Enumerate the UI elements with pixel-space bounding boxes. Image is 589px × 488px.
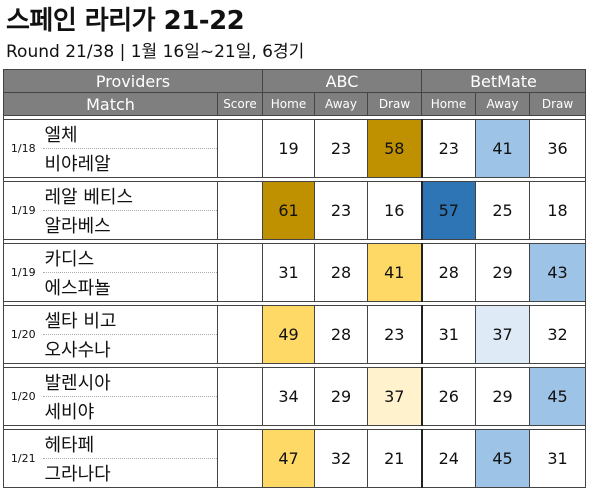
match-row: 1/20 발렌시아 34 29 37 26 29 45 — [3, 367, 586, 426]
away-team: 비야레알 — [42, 148, 218, 178]
abc-home-pct: 47 — [262, 429, 315, 488]
away-team: 그라나다 — [42, 458, 218, 488]
betmate-away-pct: 45 — [475, 429, 530, 488]
match-header: Match — [3, 92, 218, 116]
odds-table: Providers ABC BetMate Match Score Home A… — [3, 69, 586, 488]
page-title: 스페인 라리가 21-22 — [6, 6, 245, 36]
away-team: 오사수나 — [42, 334, 218, 364]
betmate-draw-pct: 36 — [529, 119, 586, 178]
abc-away-pct: 23 — [314, 181, 368, 240]
abc-away-pct: 23 — [314, 119, 368, 178]
match-date: 1/21 — [3, 429, 43, 488]
match-row-away: 오사수나 — [4, 334, 586, 364]
betmate-away-pct: 41 — [475, 119, 530, 178]
abc-home-pct: 61 — [262, 181, 315, 240]
abc-draw-pct: 23 — [367, 305, 422, 364]
abc-draw-pct: 37 — [367, 367, 422, 426]
abc-home-pct: 34 — [262, 367, 315, 426]
home-team: 카디스 — [42, 243, 218, 273]
match-row: 1/19 레알 베티스 61 23 16 57 25 18 — [3, 181, 586, 240]
abc-away-pct: 28 — [314, 305, 368, 364]
abc-draw-header: Draw — [367, 92, 422, 116]
betmate-home-pct: 24 — [420, 429, 476, 488]
score-header: Score — [217, 92, 263, 116]
match-date: 1/19 — [3, 181, 43, 240]
betmate-home-header: Home — [421, 92, 476, 116]
abc-away-pct: 29 — [314, 367, 368, 426]
abc-home-pct: 31 — [262, 243, 315, 302]
betmate-home-pct: 57 — [420, 181, 476, 240]
betmate-draw-header: Draw — [529, 92, 586, 116]
abc-draw-pct: 16 — [367, 181, 422, 240]
abc-draw-pct: 41 — [367, 243, 422, 302]
away-team: 에스파뇰 — [42, 272, 218, 302]
betmate-home-pct: 31 — [420, 305, 476, 364]
match-row: 1/20 셀타 비고 49 28 23 31 37 32 — [3, 305, 586, 364]
betmate-draw-pct: 43 — [529, 243, 586, 302]
header-row-columns: Match Score Home Away Draw Home Away Dra… — [3, 92, 586, 116]
betmate-home-pct: 23 — [420, 119, 476, 178]
betmate-draw-pct: 18 — [529, 181, 586, 240]
home-team: 엘체 — [42, 119, 218, 149]
match-row-away: 비야레알 — [4, 148, 586, 178]
betmate-away-pct: 29 — [475, 243, 530, 302]
match-score — [217, 243, 263, 302]
away-team: 세비야 — [42, 396, 218, 426]
home-team: 셀타 비고 — [42, 305, 218, 335]
betmate-away-pct: 29 — [475, 367, 530, 426]
betmate-away-header: Away — [475, 92, 530, 116]
abc-home-pct: 49 — [262, 305, 315, 364]
match-score — [217, 181, 263, 240]
home-team: 레알 베티스 — [42, 181, 218, 211]
providers-header: Providers — [3, 69, 263, 93]
match-row: 1/21 헤타페 47 32 21 24 45 31 — [3, 429, 586, 488]
abc-draw-pct: 58 — [367, 119, 422, 178]
abc-header: ABC — [262, 69, 422, 93]
betmate-draw-pct: 32 — [529, 305, 586, 364]
abc-home-header: Home — [262, 92, 315, 116]
abc-away-header: Away — [314, 92, 368, 116]
match-score — [217, 367, 263, 426]
betmate-home-pct: 26 — [420, 367, 476, 426]
match-date: 1/20 — [3, 305, 43, 364]
abc-away-pct: 28 — [314, 243, 368, 302]
home-team: 헤타페 — [42, 429, 218, 459]
abc-away-pct: 32 — [314, 429, 368, 488]
match-row-away: 알라베스 — [4, 210, 586, 240]
match-score — [217, 119, 263, 178]
match-score — [217, 429, 263, 488]
match-date: 1/19 — [3, 243, 43, 302]
abc-draw-pct: 21 — [367, 429, 422, 488]
page-subtitle: Round 21/38 | 1월 16일~21일, 6경기 — [6, 42, 305, 62]
betmate-header: BetMate — [421, 69, 586, 93]
betmate-draw-pct: 31 — [529, 429, 586, 488]
betmate-draw-pct: 45 — [529, 367, 586, 426]
match-row: 1/18 엘체 19 23 58 23 41 36 — [3, 119, 586, 178]
betmate-away-pct: 37 — [475, 305, 530, 364]
away-team: 알라베스 — [42, 210, 218, 240]
abc-home-pct: 19 — [262, 119, 315, 178]
betmate-away-pct: 25 — [475, 181, 530, 240]
match-score — [217, 305, 263, 364]
home-team: 발렌시아 — [42, 367, 218, 397]
match-date: 1/20 — [3, 367, 43, 426]
betmate-home-pct: 28 — [420, 243, 476, 302]
match-date: 1/18 — [3, 119, 43, 178]
header-row-providers: Providers ABC BetMate — [3, 69, 586, 93]
match-row: 1/19 카디스 31 28 41 28 29 43 — [3, 243, 586, 302]
